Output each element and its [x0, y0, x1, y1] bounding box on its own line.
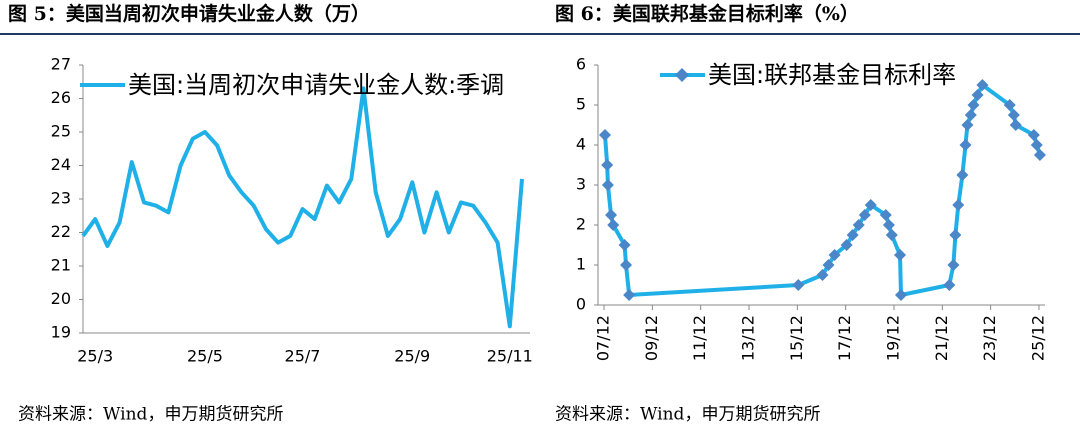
x-tick-label: 25/3 — [77, 347, 113, 366]
data-point — [623, 289, 636, 301]
data-point — [879, 209, 892, 221]
data-point — [1027, 129, 1040, 141]
y-tick-label: 21 — [51, 256, 71, 275]
y-tick-label: 3 — [576, 175, 586, 194]
legend-label: 美国:当周初次申请失业金人数:季调 — [128, 71, 505, 99]
legend-marker — [675, 68, 689, 82]
data-point — [894, 289, 907, 301]
data-point — [601, 159, 614, 171]
x-tick-label: 25/7 — [285, 347, 321, 366]
data-point — [971, 89, 984, 101]
data-point — [949, 229, 962, 241]
y-tick-label: 5 — [576, 95, 586, 114]
data-point — [964, 109, 977, 121]
x-tick-label: 23/12 — [980, 315, 999, 361]
x-tick-label: 11/12 — [690, 315, 709, 361]
data-point — [846, 229, 859, 241]
data-point — [976, 79, 989, 91]
data-point — [618, 239, 631, 251]
data-point — [840, 239, 853, 251]
data-point — [1009, 119, 1022, 131]
legend-label: 美国:联邦基金目标利率 — [708, 61, 957, 89]
data-point — [607, 219, 620, 231]
data-point — [599, 129, 612, 141]
source-note: 资料来源：Wind，申万期货研究所 — [18, 405, 283, 425]
x-tick-label: 25/5 — [187, 347, 223, 366]
data-point — [852, 219, 865, 231]
y-tick-label: 19 — [51, 323, 71, 342]
data-point — [620, 259, 633, 271]
data-line — [81, 86, 524, 329]
chart-title: 图 5：美国当周初次申请失业金人数（万） — [8, 2, 370, 25]
data-point — [792, 279, 805, 291]
data-point — [894, 249, 907, 261]
x-tick-label: 25/12 — [1028, 315, 1047, 361]
data-point — [947, 259, 960, 271]
y-tick-label: 23 — [51, 189, 71, 208]
y-tick-label: 1 — [576, 255, 586, 274]
data-point — [952, 199, 965, 211]
data-point — [943, 279, 956, 291]
y-tick-label: 2 — [576, 215, 586, 234]
data-point — [816, 269, 829, 281]
data-point — [1030, 139, 1043, 151]
data-point — [1033, 149, 1046, 161]
y-tick-label: 20 — [51, 289, 71, 308]
data-point — [956, 169, 969, 181]
x-tick-label: 15/12 — [787, 315, 806, 361]
source-note: 资料来源：Wind，申万期货研究所 — [555, 405, 820, 425]
chart-title: 图 6：美国联邦基金目标利率（%） — [555, 2, 859, 25]
data-point — [967, 99, 980, 111]
data-point — [882, 219, 895, 231]
data-point — [885, 229, 898, 241]
y-tick-label: 22 — [51, 222, 71, 241]
x-tick-label: 21/12 — [932, 315, 951, 361]
data-point — [828, 249, 841, 261]
y-tick-label: 26 — [51, 88, 71, 107]
data-point — [961, 119, 974, 131]
data-point — [601, 179, 614, 191]
data-point — [605, 209, 618, 221]
data-point — [822, 259, 835, 271]
x-tick-label: 19/12 — [883, 315, 902, 361]
y-tick-label: 0 — [576, 295, 586, 314]
y-tick-label: 25 — [51, 122, 71, 141]
data-point — [1007, 109, 1020, 121]
data-point — [864, 199, 877, 211]
x-tick-label: 25/9 — [394, 347, 430, 366]
data-point — [858, 209, 871, 221]
data-point — [1003, 99, 1016, 111]
x-tick-label: 07/12 — [594, 315, 613, 361]
y-tick-label: 6 — [576, 55, 586, 74]
x-tick-label: 09/12 — [642, 315, 661, 361]
y-tick-label: 4 — [576, 135, 586, 154]
y-tick-label: 24 — [51, 155, 71, 174]
x-tick-label: 13/12 — [739, 315, 758, 361]
data-point — [959, 139, 972, 151]
x-tick-label: 25/11 — [487, 347, 533, 366]
y-tick-label: 27 — [51, 55, 71, 74]
x-tick-label: 17/12 — [835, 315, 854, 361]
